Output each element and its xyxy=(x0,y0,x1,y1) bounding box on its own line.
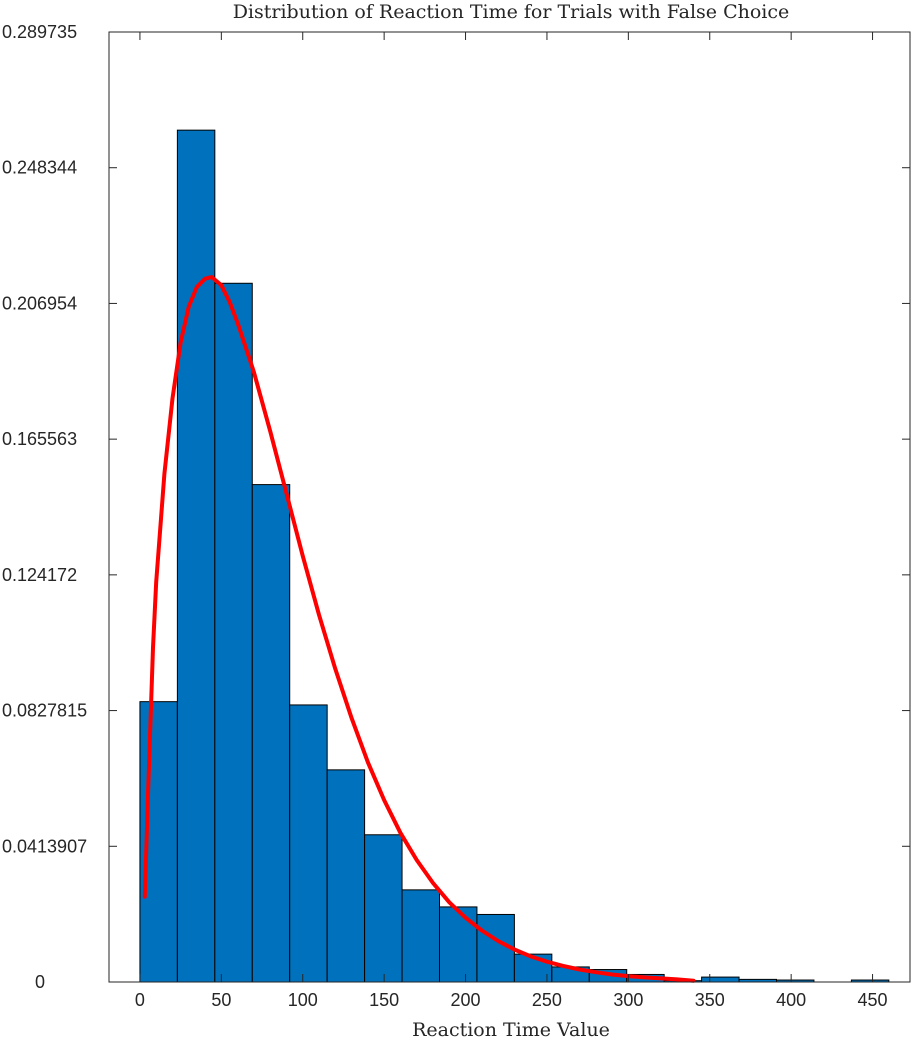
histogram-bar xyxy=(289,704,328,983)
x-tick-label: 250 xyxy=(532,990,562,1010)
histogram-bar xyxy=(326,769,366,983)
x-tick-label: 350 xyxy=(695,990,725,1010)
y-tick-label: 0.124172 xyxy=(2,565,77,585)
y-axis-ticks: 0 0.0413907 0.0827815 0.124172 0.165563 0.206… xyxy=(2,22,910,992)
x-tick-label: 200 xyxy=(451,990,481,1010)
histogram-bars xyxy=(139,129,890,983)
axes-frame xyxy=(108,31,911,983)
x-tick-label: 50 xyxy=(211,990,231,1010)
histogram-bar xyxy=(438,906,478,983)
y-tick-label: 0.206954 xyxy=(2,293,77,313)
histogram-bar xyxy=(176,129,216,983)
x-tick-label: 450 xyxy=(858,990,888,1010)
histogram-bar xyxy=(364,834,403,983)
histogram-bar xyxy=(214,282,253,983)
histogram-bar xyxy=(401,889,440,983)
chart-title: Distribution of Reaction Time for Trials… xyxy=(233,1,790,23)
x-axis-ticks: 0 50 100 150 200 250 300 350 400 450 xyxy=(135,32,888,1010)
y-tick-label: 0 xyxy=(35,972,45,992)
y-tick-label: 0.165563 xyxy=(2,429,77,449)
x-tick-label: 150 xyxy=(369,990,399,1010)
x-axis-label: Reaction Time Value xyxy=(412,1019,610,1041)
x-tick-label: 100 xyxy=(288,990,318,1010)
histogram-bar xyxy=(251,484,291,983)
y-tick-label: 0.289735 xyxy=(2,22,77,42)
fit-curve xyxy=(142,275,696,983)
x-tick-label: 0 xyxy=(135,990,145,1010)
histogram-bar xyxy=(701,976,740,983)
y-tick-label: 0.248344 xyxy=(2,158,77,178)
x-tick-label: 400 xyxy=(776,990,806,1010)
y-tick-label: 0.0827815 xyxy=(2,701,87,721)
x-tick-label: 300 xyxy=(613,990,643,1010)
y-tick-label: 0.0413907 xyxy=(2,836,87,856)
